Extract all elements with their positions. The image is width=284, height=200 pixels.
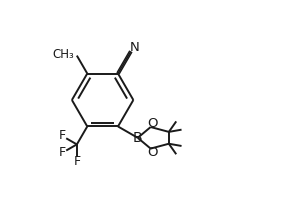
Text: F: F xyxy=(58,146,66,159)
Text: O: O xyxy=(147,117,158,130)
Text: CH₃: CH₃ xyxy=(53,48,75,61)
Text: O: O xyxy=(147,146,158,159)
Text: B: B xyxy=(133,131,143,145)
Text: F: F xyxy=(73,155,80,168)
Text: N: N xyxy=(130,41,139,54)
Text: F: F xyxy=(58,129,66,142)
